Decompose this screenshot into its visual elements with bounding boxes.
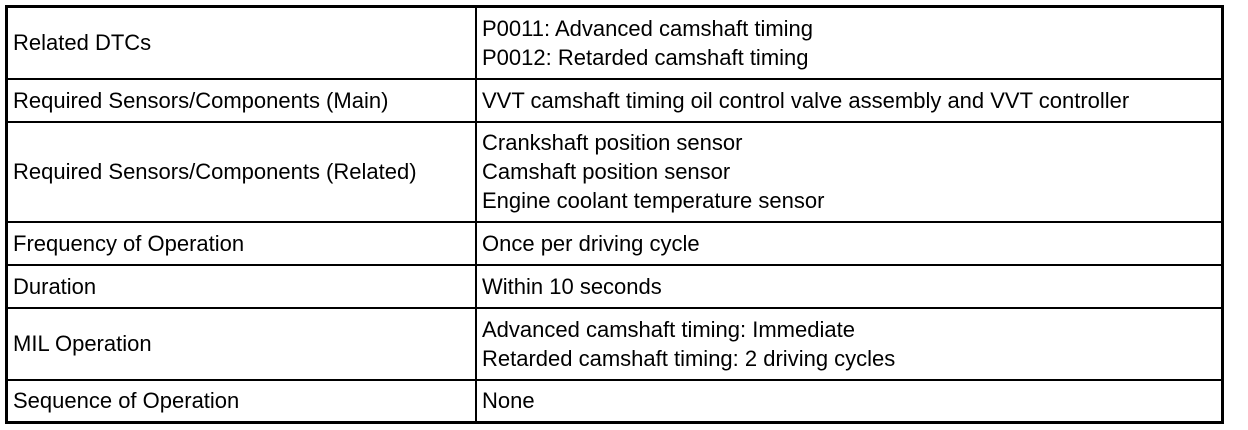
value-line: Engine coolant temperature sensor — [482, 188, 825, 213]
row-value: P0011: Advanced camshaft timing P0012: R… — [475, 5, 1224, 80]
table-row: Sequence of Operation None — [5, 378, 1224, 424]
row-label: Frequency of Operation — [5, 220, 477, 266]
value-line: P0011: Advanced camshaft timing — [482, 15, 814, 41]
table-row: Required Sensors/Components (Related) Cr… — [5, 120, 1224, 223]
row-value: Within 10 seconds — [475, 263, 1224, 309]
value-line: Once per driving cycle — [482, 230, 700, 256]
monitor-spec-table: Related DTCs P0011: Advanced camshaft ti… — [5, 5, 1224, 424]
value-line: Advanced camshaft timing: Immediate — [482, 316, 855, 342]
row-value: VVT camshaft timing oil control valve as… — [475, 77, 1224, 123]
row-value: Once per driving cycle — [475, 220, 1224, 266]
table-row: Frequency of Operation Once per driving … — [5, 220, 1224, 266]
table-row: Related DTCs P0011: Advanced camshaft ti… — [5, 5, 1224, 80]
row-label: Required Sensors/Components (Main) — [5, 77, 477, 123]
value-line: P0012: Retarded camshaft timing — [482, 44, 809, 70]
row-label: Duration — [5, 263, 477, 309]
value-line: Retarded camshaft timing: 2 driving cycl… — [482, 345, 896, 371]
row-value: Advanced camshaft timing: Immediate Reta… — [475, 306, 1224, 381]
table-row: MIL Operation Advanced camshaft timing: … — [5, 306, 1224, 381]
row-label: MIL Operation — [5, 306, 477, 381]
value-line: Crankshaft position sensor — [482, 130, 743, 155]
table-row: Duration Within 10 seconds — [5, 263, 1224, 309]
row-value: Crankshaft position sensor Camshaft posi… — [475, 120, 1224, 223]
value-line: Camshaft position sensor — [482, 159, 731, 184]
value-line: None — [482, 388, 535, 414]
row-label: Required Sensors/Components (Related) — [5, 120, 477, 223]
row-label: Sequence of Operation — [5, 378, 477, 424]
table-row: Required Sensors/Components (Main) VVT c… — [5, 77, 1224, 123]
row-label: Related DTCs — [5, 5, 477, 80]
value-line: Within 10 seconds — [482, 273, 662, 299]
value-line: VVT camshaft timing oil control valve as… — [482, 87, 1130, 113]
row-value: None — [475, 378, 1224, 424]
